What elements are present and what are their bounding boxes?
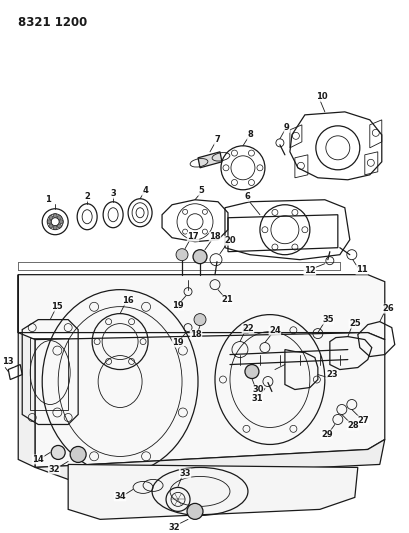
Polygon shape — [18, 274, 384, 340]
Text: 8321 1200: 8321 1200 — [18, 16, 87, 29]
Circle shape — [193, 313, 205, 326]
Circle shape — [49, 224, 53, 228]
Circle shape — [51, 446, 65, 459]
Text: 3: 3 — [110, 189, 116, 198]
Text: 12: 12 — [303, 266, 315, 275]
Text: 6: 6 — [243, 192, 249, 201]
Text: 33: 33 — [179, 469, 190, 478]
Text: 7: 7 — [213, 135, 219, 144]
Text: 32: 32 — [168, 523, 180, 532]
Text: 18: 18 — [190, 330, 201, 339]
Polygon shape — [35, 333, 384, 467]
Circle shape — [187, 503, 202, 519]
Circle shape — [175, 249, 188, 261]
Circle shape — [57, 215, 61, 220]
Text: 20: 20 — [224, 236, 235, 245]
Circle shape — [49, 215, 53, 220]
Text: 21: 21 — [220, 295, 232, 304]
Text: 34: 34 — [114, 492, 126, 501]
Circle shape — [57, 224, 61, 228]
Text: 1: 1 — [45, 195, 51, 204]
Text: 19: 19 — [172, 301, 183, 310]
Polygon shape — [68, 464, 357, 519]
Circle shape — [53, 225, 57, 230]
Polygon shape — [198, 152, 221, 168]
Polygon shape — [35, 440, 384, 479]
Circle shape — [47, 220, 51, 224]
Text: 2: 2 — [84, 192, 90, 201]
Text: 29: 29 — [320, 430, 332, 439]
Circle shape — [59, 220, 63, 224]
Polygon shape — [18, 274, 35, 467]
Text: 10: 10 — [315, 92, 327, 101]
Text: 5: 5 — [198, 186, 203, 195]
Circle shape — [53, 214, 57, 218]
Text: 13: 13 — [2, 357, 14, 366]
Text: 19: 19 — [172, 338, 183, 347]
Text: 8: 8 — [247, 131, 252, 139]
Text: 24: 24 — [268, 326, 280, 335]
Circle shape — [244, 365, 258, 378]
Circle shape — [193, 249, 207, 264]
Circle shape — [70, 447, 86, 463]
Text: 27: 27 — [356, 416, 368, 425]
Text: 23: 23 — [325, 370, 337, 379]
Text: 22: 22 — [241, 324, 253, 333]
Text: 14: 14 — [32, 455, 44, 464]
Text: 9: 9 — [283, 123, 289, 132]
Text: 35: 35 — [321, 315, 333, 324]
Text: 11: 11 — [355, 265, 367, 274]
Text: 32: 32 — [48, 465, 60, 474]
Text: 17: 17 — [187, 232, 198, 241]
Text: 16: 16 — [122, 296, 134, 305]
Text: 15: 15 — [51, 302, 63, 311]
Text: 4: 4 — [142, 186, 148, 195]
Text: 31: 31 — [250, 394, 262, 403]
Text: 25: 25 — [348, 319, 360, 328]
Text: 26: 26 — [381, 304, 393, 313]
Text: 30: 30 — [252, 385, 263, 394]
Text: 28: 28 — [346, 421, 358, 430]
Text: 18: 18 — [209, 232, 220, 241]
